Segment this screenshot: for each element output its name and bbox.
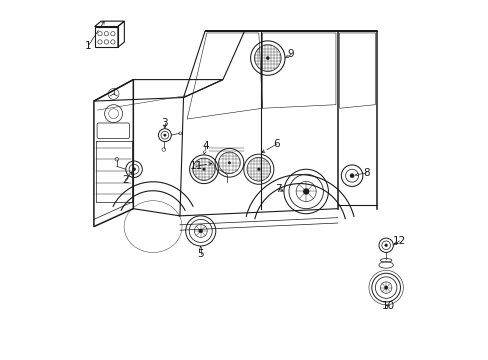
Circle shape xyxy=(303,189,308,194)
Circle shape xyxy=(384,286,387,289)
Circle shape xyxy=(228,162,230,164)
Text: 7: 7 xyxy=(275,184,281,194)
Circle shape xyxy=(199,229,202,233)
Text: 11: 11 xyxy=(189,161,203,171)
Circle shape xyxy=(202,168,205,171)
Circle shape xyxy=(384,244,387,247)
Text: 8: 8 xyxy=(363,168,369,178)
Text: 3: 3 xyxy=(161,118,168,128)
Circle shape xyxy=(265,57,269,60)
Text: 1: 1 xyxy=(85,41,92,50)
Circle shape xyxy=(257,168,260,171)
Text: 4: 4 xyxy=(203,141,209,151)
Text: 10: 10 xyxy=(381,301,394,311)
Text: 6: 6 xyxy=(273,139,280,149)
Text: 12: 12 xyxy=(392,236,405,246)
Circle shape xyxy=(132,168,135,171)
Circle shape xyxy=(349,174,353,178)
Circle shape xyxy=(163,134,166,136)
Text: 5: 5 xyxy=(197,248,203,258)
Text: 2: 2 xyxy=(122,175,128,185)
Text: 9: 9 xyxy=(287,49,294,59)
